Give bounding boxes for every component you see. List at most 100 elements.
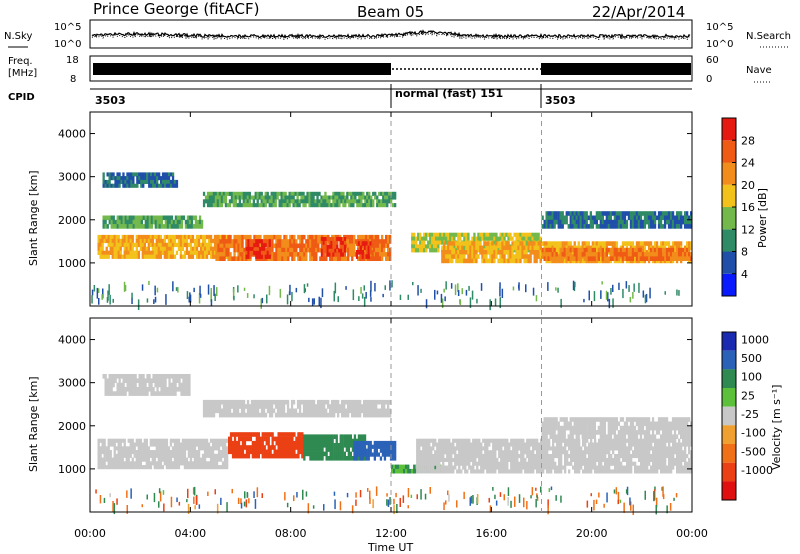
heatmap-cell-p11: [621, 256, 625, 261]
heatmap-cell-v5: [369, 444, 372, 449]
heatmap-cell-p5: [326, 244, 329, 249]
heatmap-cell-p4: [259, 250, 262, 255]
heatmap-cell-p10: [651, 215, 655, 221]
heatmap-cell-v7: [454, 454, 457, 459]
heatmap-cell-p7: [208, 203, 212, 208]
heatmap-cell-p7: [360, 199, 363, 204]
heatmap-cell-v2: [290, 412, 294, 418]
heatmap-cell-p8: [419, 248, 422, 253]
heatmap-cell-p9: [573, 241, 576, 246]
heatmap-cell-v3: [275, 453, 278, 459]
heatmap-cell-p0: [201, 234, 205, 240]
heatmap-cell-v0: [193, 465, 197, 470]
heatmap-cell-p1: [190, 224, 194, 229]
heatmap-cell-p9: [477, 254, 480, 259]
heatmap-cell-p3: [279, 256, 282, 261]
heatmap-cell-p7: [318, 203, 321, 208]
heatmap-cell-p8: [513, 232, 516, 237]
heatmap-cell-p0: [127, 234, 130, 240]
heatmap-cell-v7: [462, 465, 465, 470]
heatmap-cell-p8: [423, 248, 426, 253]
scatter-speck: [573, 286, 576, 292]
heatmap-cell-p10: [629, 211, 633, 216]
heatmap-cell-v4: [323, 451, 326, 457]
heatmap-cell-p3: [223, 243, 226, 249]
heatmap-cell-v1: [148, 387, 151, 392]
heatmap-cell-v1: [178, 378, 181, 383]
heatmap-cell-v4: [305, 447, 308, 452]
heatmap-cell-p0: [157, 250, 160, 255]
heatmap-cell-v7: [468, 454, 471, 459]
heatmap-cell-p3: [349, 247, 352, 253]
heatmap-cell-v2: [355, 412, 358, 418]
heatmap-cell-p7: [304, 199, 307, 204]
heatmap-cell-p2: [102, 183, 105, 188]
scatter-speck: [407, 294, 409, 300]
heatmap-cell-p5: [322, 248, 325, 253]
heatmap-cell-v7: [464, 438, 467, 443]
heatmap-cell-p9: [475, 245, 478, 251]
heatmap-cell-p1: [186, 219, 190, 225]
heatmap-cell-p7: [274, 199, 277, 204]
heatmap-cell-p0: [201, 254, 205, 259]
heatmap-cell-v7: [518, 446, 521, 451]
heatmap-cell-p7: [300, 195, 303, 200]
heatmap-cell-p8: [527, 232, 530, 237]
heatmap-cell-p3: [279, 252, 282, 257]
scatter-speck: [131, 297, 133, 304]
heatmap-cell-v4: [341, 434, 344, 439]
heatmap-cell-p8: [437, 236, 440, 241]
heatmap-cell-p8: [491, 232, 494, 237]
heatmap-cell-p11: [631, 252, 635, 257]
heatmap-cell-v7: [420, 465, 423, 470]
scatter-speck: [605, 290, 608, 300]
heatmap-cell-p0: [135, 234, 138, 240]
heatmap-cell-v1: [132, 378, 135, 383]
heatmap-cell-p5: [324, 237, 327, 242]
heatmap-cell-v0: [133, 442, 136, 447]
heatmap-cell-v5: [353, 448, 356, 453]
heatmap-cell-v7: [464, 461, 467, 466]
heatmap-cell-v0: [115, 438, 118, 443]
heatmap-cell-p10: [627, 215, 631, 221]
heatmap-cell-v7: [416, 454, 419, 459]
heatmap-cell-p2: [142, 176, 145, 181]
heatmap-cell-p8: [457, 236, 460, 241]
heatmap-cell-p7: [270, 203, 273, 208]
heatmap-cell-p9: [673, 245, 677, 251]
heatmap-cell-p0: [111, 238, 114, 244]
heatmap-cell-v7: [438, 450, 441, 455]
heatmap-cell-p11: [573, 256, 576, 261]
heatmap-cell-v5: [373, 452, 376, 457]
heatmap-cell-p10: [651, 219, 655, 225]
heatmap-cell-v2: [262, 408, 266, 414]
heatmap-cell-v7: [508, 469, 511, 474]
heatmap-cell-v3: [235, 440, 239, 446]
heatmap-cell-v6: [407, 464, 410, 470]
heatmap-cell-p9: [517, 245, 520, 251]
heatmap-cell-v7: [422, 454, 425, 459]
heatmap-cell-p3: [377, 239, 380, 244]
heatmap-cell-p9: [577, 241, 580, 246]
heatmap-cell-p3: [217, 252, 220, 257]
heatmap-cell-p9: [529, 241, 532, 246]
scatter-speck: [622, 288, 624, 299]
heatmap-cell-v3: [301, 449, 304, 455]
heatmap-cell-v7: [478, 457, 481, 462]
scatter-speck: [629, 296, 632, 303]
heatmap-cell-v3: [239, 449, 243, 455]
heatmap-cell-p9: [639, 241, 643, 246]
heatmap-cell-p9: [513, 241, 516, 246]
scatter-speck: [412, 282, 414, 286]
heatmap-cell-p7: [238, 199, 241, 204]
heatmap-cell-v2: [270, 404, 274, 409]
scatter-speck: [374, 283, 376, 292]
heatmap-cell-p3: [215, 243, 218, 249]
heatmap-cell-p3: [305, 247, 308, 253]
heatmap-cell-v7: [456, 461, 459, 466]
heatmap-cell-p3: [269, 234, 272, 240]
heatmap-cell-v7: [468, 438, 471, 443]
heatmap-cell-v0: [201, 453, 205, 458]
heatmap-cell-p3: [347, 239, 350, 244]
heatmap-cell-p0: [123, 254, 126, 259]
